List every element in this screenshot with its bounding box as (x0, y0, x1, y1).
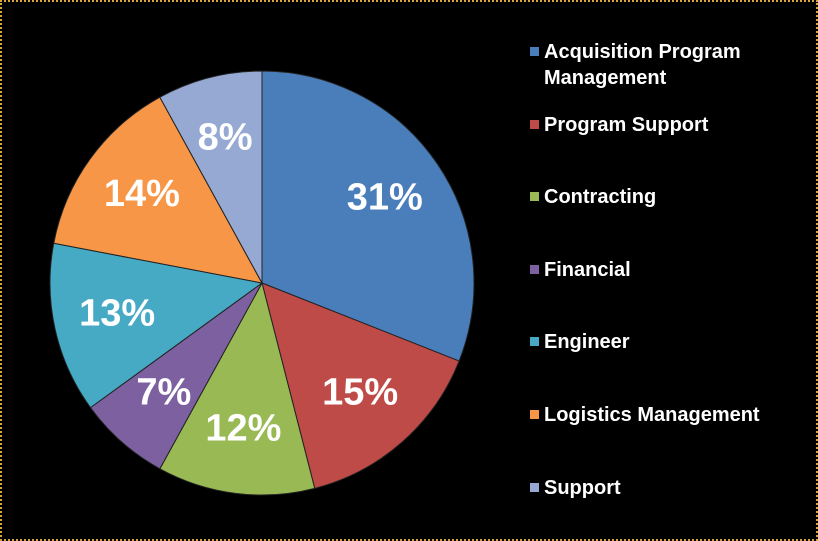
legend-item: Contracting (530, 184, 800, 210)
legend-item: Financial (530, 257, 800, 283)
legend-swatch (530, 482, 539, 492)
legend-swatch (530, 119, 539, 129)
pie-slice (159, 70, 263, 284)
slice-label: 13% (79, 292, 155, 334)
legend-item: Acquisition Program Management (530, 39, 800, 91)
slice-label: 14% (104, 173, 180, 215)
legend-item: Program Support (530, 112, 800, 138)
pie-slice (53, 96, 263, 284)
legend-label: Support (544, 476, 621, 499)
legend-item: Support (530, 475, 800, 501)
legend-label: Contracting (544, 186, 657, 209)
slice-label: 15% (322, 371, 398, 413)
legend-label: Program Support (544, 113, 709, 136)
legend-item: Logistics Management (530, 402, 800, 428)
slice-label: 7% (136, 371, 191, 413)
slice-label: 8% (198, 116, 253, 158)
pie-slice (261, 282, 460, 489)
legend-swatch (530, 337, 539, 347)
pie-slice (159, 281, 316, 496)
pie-slice (49, 242, 264, 409)
legend-swatch (530, 47, 539, 56)
legend-label: Engineer (544, 331, 630, 354)
legend-swatch (530, 264, 539, 274)
legend-swatch (530, 192, 539, 202)
slice-label: 12% (205, 407, 281, 449)
legend-label: Acquisition Program Management (544, 41, 741, 89)
slice-label: 31% (347, 177, 423, 219)
legend-item: Engineer (530, 329, 800, 355)
pie-slice (261, 70, 475, 362)
legend-swatch (530, 410, 539, 419)
legend-label: Logistics Management (544, 404, 760, 426)
legend-label: Financial (544, 258, 631, 281)
